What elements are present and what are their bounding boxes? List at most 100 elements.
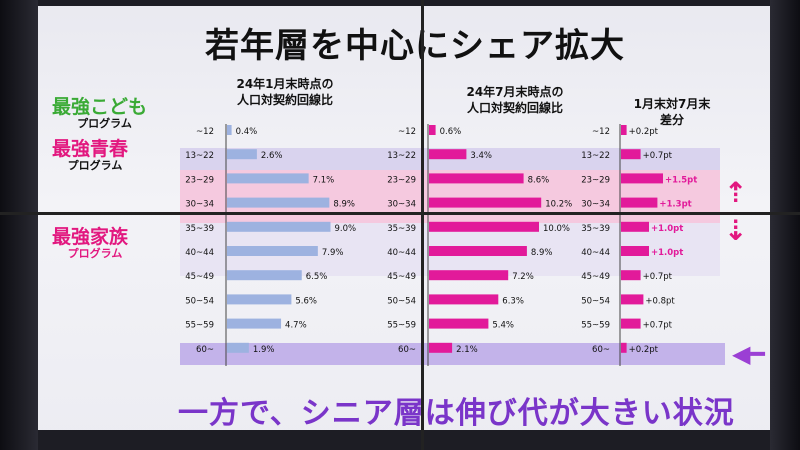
diff-bar <box>621 173 663 184</box>
jul-data-label: 5.4% <box>492 321 514 331</box>
jul-tick-label: 30~34 <box>387 200 416 210</box>
jan-data-label: 9.0% <box>335 224 357 234</box>
jan-tick-label: ~12 <box>196 127 214 137</box>
jul-tick-label: 35~39 <box>387 224 416 234</box>
down-arrow-icon: ⇣ <box>724 214 748 247</box>
jul-tick-label: 13~22 <box>387 151 416 161</box>
jan-bar <box>227 246 318 256</box>
jul-data-label: 10.0% <box>543 224 570 234</box>
jul-bar <box>429 246 527 256</box>
jul-data-label: 8.9% <box>531 248 553 258</box>
bezel-top <box>0 0 800 6</box>
diff-tick-label: 23~29 <box>581 175 610 185</box>
jul-tick-label: 55~59 <box>387 321 416 331</box>
jul-tick-label: 45~49 <box>387 272 416 282</box>
jan-bar <box>227 270 302 281</box>
panel-seam-vertical <box>421 0 424 450</box>
panel-seam-horizontal <box>0 212 800 215</box>
left-arrow-icon: ◀━ <box>732 340 765 368</box>
jan-tick-label: 13~22 <box>185 151 214 161</box>
program-kazoku: 最強家族 プログラム <box>52 226 129 260</box>
diff-tick-label: 50~54 <box>581 296 610 306</box>
jan-data-label: 6.5% <box>306 272 328 282</box>
bezel-left <box>0 0 38 450</box>
jul-column-header: 24年7月末時点の 人口対契約回線比 <box>466 85 564 115</box>
jan-tick-label: 23~29 <box>185 175 214 185</box>
diff-tick-label: 60~ <box>592 345 610 355</box>
jan-bar <box>227 294 292 305</box>
jul-data-label: 10.2% <box>545 200 572 210</box>
diff-data-label: +1.0pt <box>651 224 683 234</box>
jul-tick-label: 50~54 <box>387 296 416 306</box>
jul-bar <box>429 149 467 160</box>
footer-caption: 一方で、シニア層は伸び代が大きい状況 <box>178 396 735 431</box>
jan-data-label: 5.6% <box>295 296 317 306</box>
jul-bar <box>429 173 524 184</box>
diff-tick-label: 45~49 <box>581 272 610 282</box>
jul-tick-label: 23~29 <box>387 175 416 185</box>
diff-data-label: +1.0pt <box>651 248 683 258</box>
jan-data-label: 7.9% <box>322 248 344 258</box>
diff-bar <box>621 149 641 160</box>
jan-bar <box>227 125 232 135</box>
jul-bar <box>429 318 489 329</box>
jan-bar <box>227 173 309 184</box>
jan-data-label: 8.9% <box>333 200 355 210</box>
page-title: 若年層を中心にシェア拡大 <box>205 26 625 66</box>
jan-bar <box>227 221 331 232</box>
jul-tick-label: ~12 <box>398 127 416 137</box>
jul-data-label: 7.2% <box>512 272 534 282</box>
diff-bar <box>621 294 644 305</box>
diff-data-label: +1.5pt <box>665 175 697 185</box>
jul-bar <box>429 197 542 208</box>
diff-tick-label: 40~44 <box>581 248 610 258</box>
diff-bar <box>621 221 649 232</box>
program-seishun: 最強青春 プログラム <box>52 138 129 172</box>
jul-data-label: 2.1% <box>456 345 478 355</box>
diff-tick-label: 13~22 <box>581 151 610 161</box>
diff-data-label: +0.8pt <box>645 296 675 306</box>
jan-bar <box>227 197 330 208</box>
jul-tick-label: 40~44 <box>387 248 416 258</box>
diff-tick-label: 35~39 <box>581 224 610 234</box>
diff-tick-label: 55~59 <box>581 321 610 331</box>
diff-data-label: +0.7pt <box>643 151 673 161</box>
diff-bar <box>621 125 627 135</box>
diff-data-label: +0.7pt <box>643 321 673 331</box>
jul-bar <box>429 294 499 305</box>
diff-bar <box>621 270 641 281</box>
diff-bar <box>621 246 649 256</box>
jan-tick-label: 45~49 <box>185 272 214 282</box>
diff-bar <box>621 318 641 329</box>
program-kodomo: 最強こども プログラム <box>52 96 148 130</box>
diff-bar <box>621 342 627 353</box>
diff-data-label: +0.2pt <box>629 127 659 137</box>
jan-data-label: 1.9% <box>253 345 275 355</box>
jul-data-label: 6.3% <box>502 296 524 306</box>
bezel-right <box>770 0 800 450</box>
jan-data-label: 0.4% <box>236 127 258 137</box>
diff-column-header: 1月末対7月末 差分 <box>633 97 711 127</box>
up-arrow-icon: ⇡ <box>724 176 748 209</box>
band-senior <box>180 343 725 365</box>
jan-bar <box>227 318 282 329</box>
jul-bar <box>429 342 453 353</box>
jul-bar <box>429 270 509 281</box>
diff-data-label: +0.7pt <box>643 272 673 282</box>
jan-data-label: 7.1% <box>313 175 335 185</box>
jan-tick-label: 50~54 <box>185 296 214 306</box>
jul-bar <box>429 125 436 135</box>
diff-tick-label: 30~34 <box>581 200 610 210</box>
jul-data-label: 3.4% <box>470 151 492 161</box>
jan-tick-label: 60~ <box>196 345 214 355</box>
jul-tick-label: 60~ <box>398 345 416 355</box>
diff-data-label: +0.2pt <box>629 345 659 355</box>
jul-bar <box>429 221 539 232</box>
diff-bar <box>621 197 658 208</box>
jan-data-label: 2.6% <box>261 151 283 161</box>
jan-data-label: 4.7% <box>285 321 307 331</box>
diff-data-label: +1.3pt <box>659 200 691 210</box>
jan-tick-label: 40~44 <box>185 248 214 258</box>
